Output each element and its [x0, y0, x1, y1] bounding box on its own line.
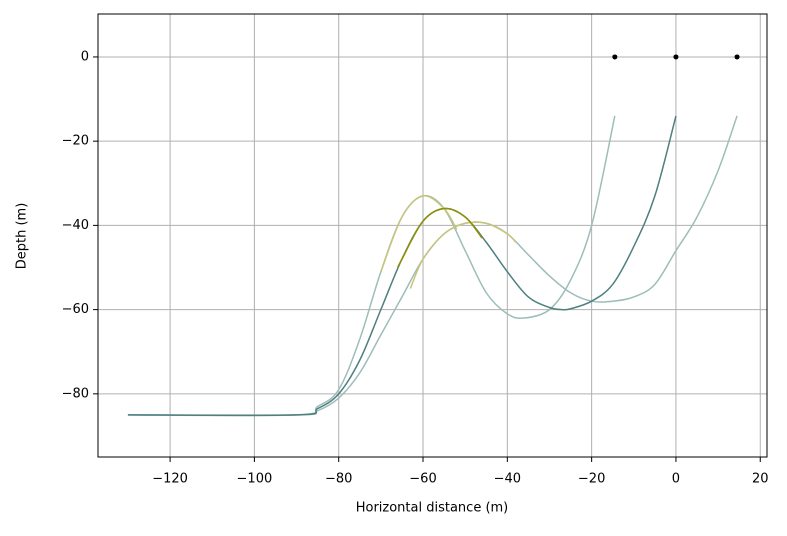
line [127, 115, 677, 417]
y-tick-label: −40 [62, 218, 89, 233]
line [409, 221, 517, 289]
line [127, 115, 616, 417]
x-tick-label: 0 [672, 472, 680, 487]
x-tick-label: −100 [237, 472, 273, 487]
y-tick-label: −80 [62, 386, 89, 401]
y-axis-label: Depth (m) [15, 203, 30, 270]
marker [673, 54, 679, 60]
line [127, 115, 738, 416]
x-tick-label: −20 [578, 472, 605, 487]
line [397, 207, 483, 268]
x-tick-label: −80 [325, 472, 352, 487]
x-tick-label: 20 [752, 472, 769, 487]
line [380, 195, 458, 272]
marker [612, 54, 618, 60]
plot-frame [97, 13, 768, 458]
x-tick-label: −60 [409, 472, 436, 487]
x-axis-label: Horizontal distance (m) [356, 501, 509, 516]
y-tick-label: 0 [81, 49, 89, 64]
x-tick-label: −120 [152, 472, 188, 487]
x-tick-label: −40 [494, 472, 521, 487]
marker [734, 54, 740, 60]
y-tick-label: −20 [62, 134, 89, 149]
y-tick-label: −60 [62, 302, 89, 317]
